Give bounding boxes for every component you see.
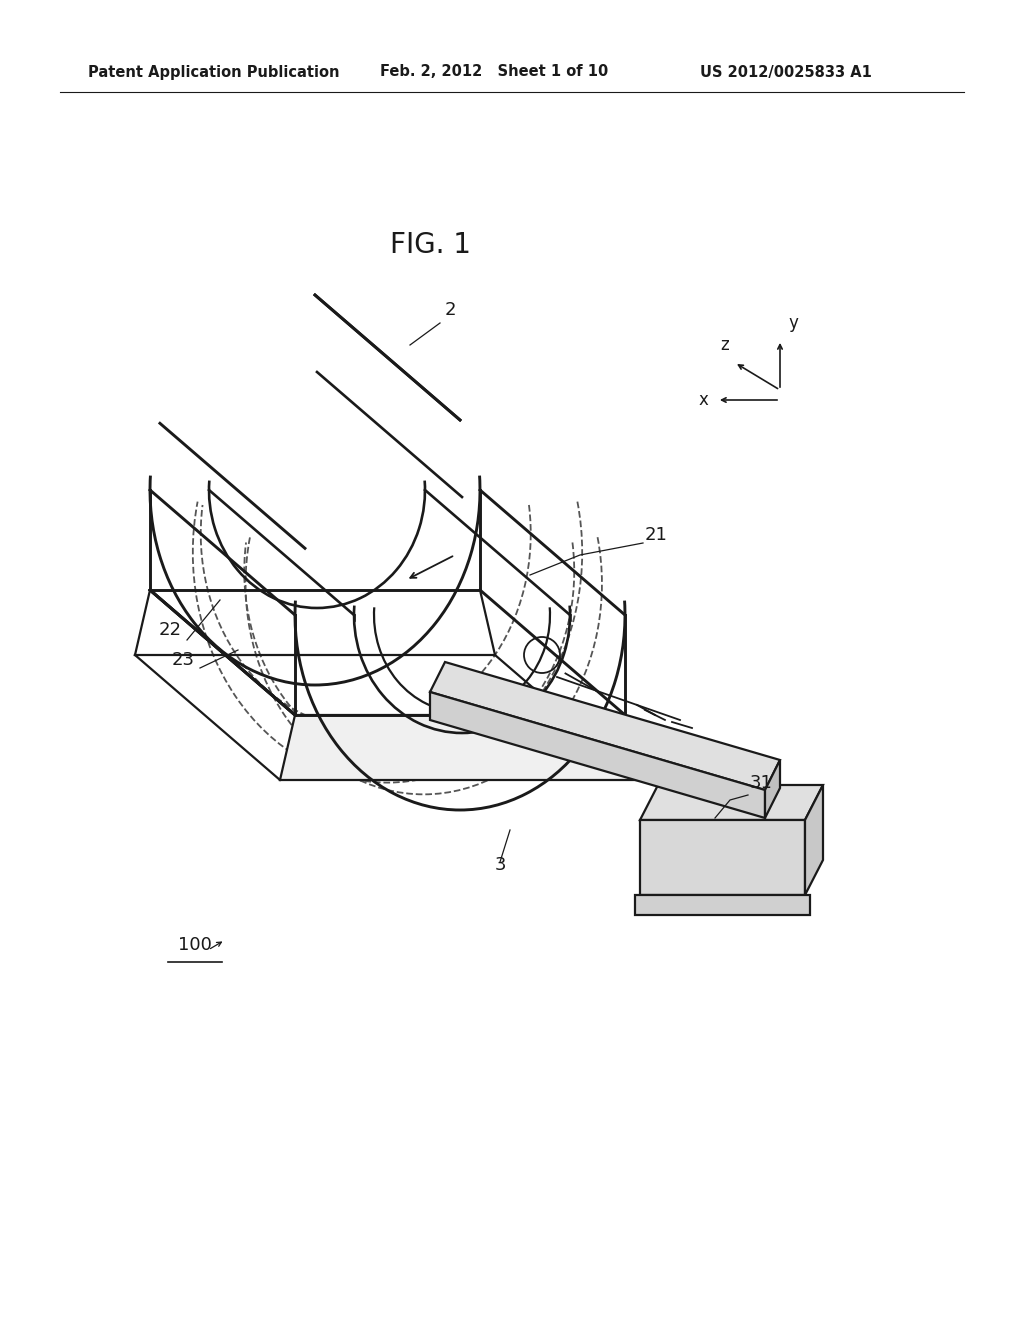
Polygon shape xyxy=(805,785,823,895)
Polygon shape xyxy=(430,692,765,818)
Polygon shape xyxy=(640,820,805,895)
Text: 21: 21 xyxy=(645,525,668,544)
Text: x: x xyxy=(698,391,708,409)
Polygon shape xyxy=(280,715,640,780)
Text: Feb. 2, 2012   Sheet 1 of 10: Feb. 2, 2012 Sheet 1 of 10 xyxy=(380,65,608,79)
Text: US 2012/0025833 A1: US 2012/0025833 A1 xyxy=(700,65,871,79)
Text: 23: 23 xyxy=(172,651,195,669)
Polygon shape xyxy=(430,663,780,789)
Text: 2: 2 xyxy=(444,301,456,319)
Text: z: z xyxy=(720,337,729,355)
Text: 31: 31 xyxy=(750,774,773,792)
Text: 3: 3 xyxy=(495,855,506,874)
Text: 22: 22 xyxy=(159,620,182,639)
Polygon shape xyxy=(640,785,823,820)
Text: 100: 100 xyxy=(178,936,212,954)
Polygon shape xyxy=(765,760,780,818)
Text: Patent Application Publication: Patent Application Publication xyxy=(88,65,340,79)
Polygon shape xyxy=(635,895,810,915)
Text: y: y xyxy=(788,314,798,333)
Text: FIG. 1: FIG. 1 xyxy=(389,231,470,259)
